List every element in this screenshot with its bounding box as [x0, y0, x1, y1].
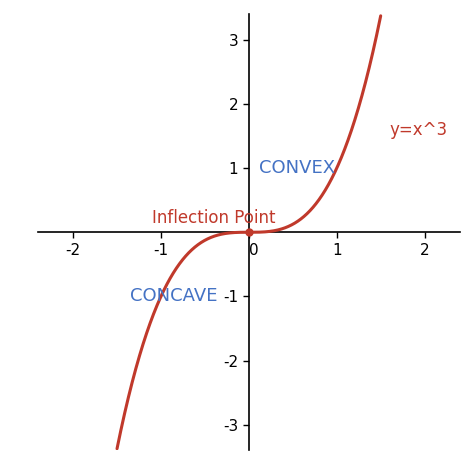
- Text: y=x^3: y=x^3: [390, 121, 447, 139]
- Text: CONCAVE: CONCAVE: [130, 287, 218, 305]
- Text: Inflection Point: Inflection Point: [152, 209, 276, 227]
- Text: CONVEX: CONVEX: [259, 159, 336, 177]
